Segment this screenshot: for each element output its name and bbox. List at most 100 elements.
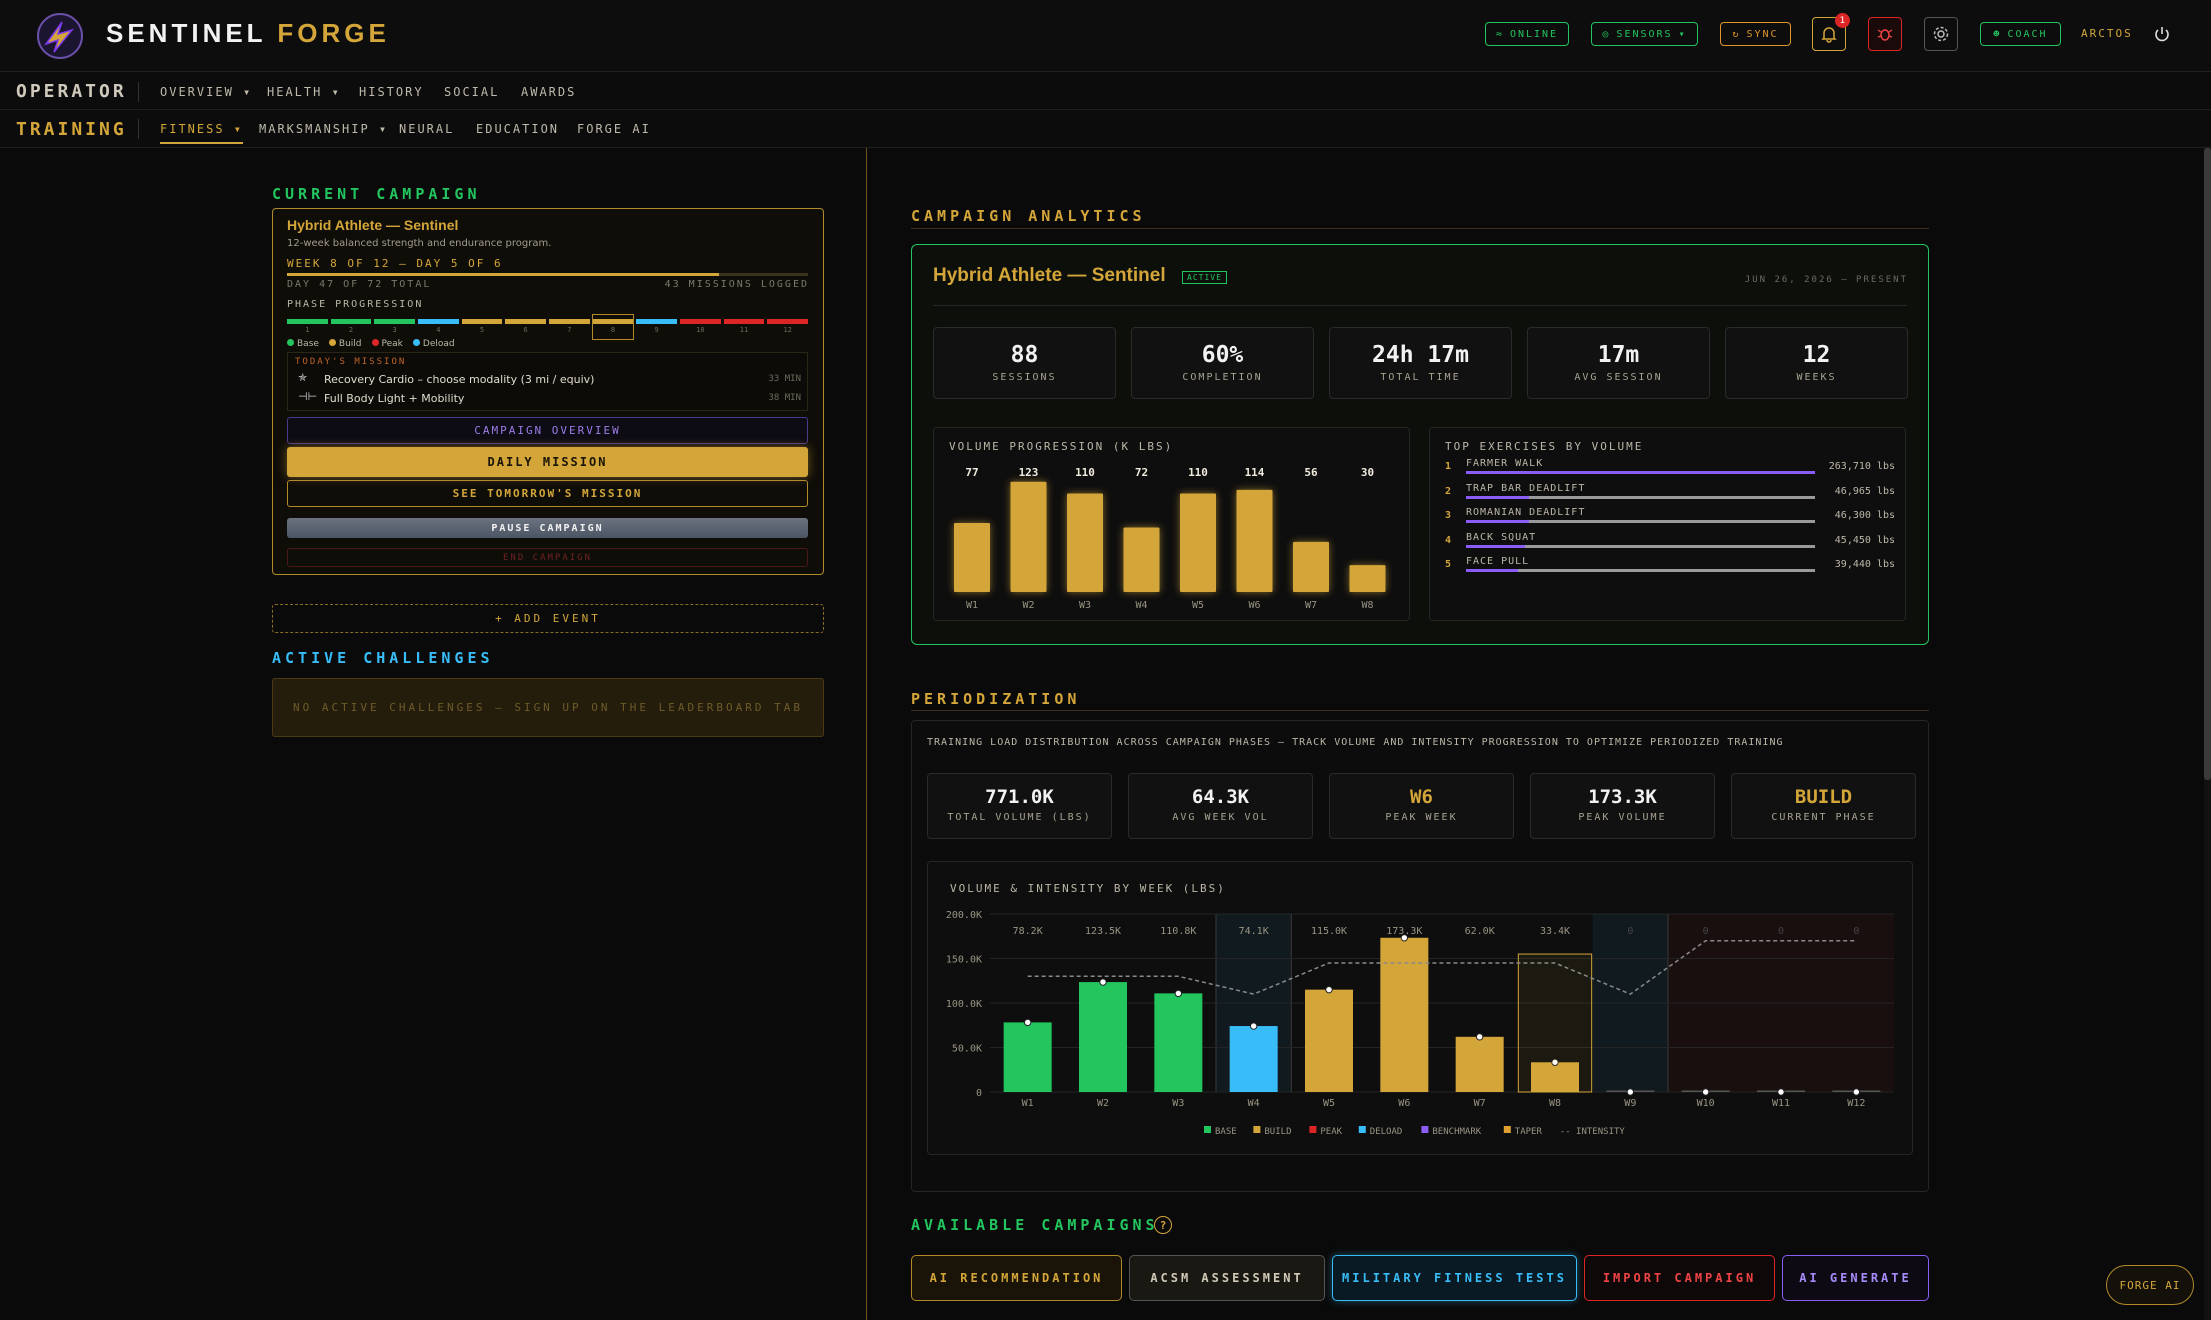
pause-campaign-button[interactable]: PAUSE CAMPAIGN — [287, 518, 808, 538]
exercise-row[interactable]: 2 TRAP BAR DEADLIFT 46,965 lbs — [1445, 483, 1895, 508]
phase-segment[interactable]: 2 — [330, 315, 372, 339]
settings-button[interactable] — [1924, 17, 1958, 51]
sensors-dropdown[interactable]: ◎ SENSORS ▾ — [1591, 22, 1698, 46]
phase-segment[interactable]: 11 — [723, 315, 765, 339]
forge-logo-icon[interactable] — [32, 10, 88, 62]
end-campaign-button[interactable]: END CAMPAIGN — [287, 548, 808, 567]
acsm-assessment-button[interactable]: ACSM ASSESSMENT — [1129, 1255, 1325, 1301]
legend-swatch — [1204, 1126, 1211, 1133]
phase-segment[interactable]: 4 — [418, 315, 459, 339]
volume-bar-value: 72 — [1135, 466, 1148, 479]
phase-segment[interactable]: 1 — [287, 315, 328, 339]
phase-week-number: 7 — [567, 326, 572, 334]
nav-overview[interactable]: OVERVIEW ▾ — [160, 85, 253, 99]
exercise-bar-track — [1466, 569, 1815, 572]
military-fitness-tests-button[interactable]: MILITARY FITNESS TESTS — [1332, 1255, 1577, 1301]
notification-badge: 1 — [1835, 13, 1850, 28]
x-tick-label: W3 — [1172, 1098, 1184, 1109]
heading-rule — [911, 228, 1929, 229]
phase-segment[interactable]: 10 — [680, 315, 721, 339]
volume-week-label: W5 — [1192, 600, 1204, 611]
stat-total-volume: 771.0K TOTAL VOLUME (LBS) — [927, 773, 1112, 839]
exercise-row[interactable]: 1 FARMER WALK 263,710 lbs — [1445, 458, 1895, 483]
legend-label: TAPER — [1515, 1127, 1543, 1137]
bar-value-label: 78.2K — [1013, 926, 1043, 937]
help-icon[interactable]: ? — [1154, 1216, 1172, 1234]
see-tomorrow-button[interactable]: SEE TOMORROW'S MISSION — [287, 480, 808, 507]
username[interactable]: ARCTOS — [2081, 27, 2133, 40]
volume-point — [1551, 1058, 1559, 1066]
mission-row[interactable]: ✯ Recovery Cardio – choose modality (3 m… — [296, 371, 801, 389]
nav-marksmanship[interactable]: MARKSMANSHIP ▾ — [259, 122, 389, 136]
legend-swatch — [1421, 1126, 1429, 1133]
exercise-volume: 46,300 lbs — [1834, 510, 1895, 521]
phase-segment[interactable]: 7 — [549, 315, 590, 339]
phase-segment[interactable]: 5 — [461, 315, 503, 339]
week-line: WEEK 8 OF 12 — DAY 5 OF 6 — [287, 257, 503, 270]
add-event-button[interactable]: + ADD EVENT — [272, 604, 824, 633]
missions-logged: 43 MISSIONS LOGGED — [664, 279, 809, 290]
legend-label: DELOAD — [1370, 1127, 1403, 1137]
exercise-rank: 2 — [1445, 485, 1452, 497]
mission-row[interactable]: ⊣⊢ Full Body Light + Mobility 38 MIN — [296, 390, 801, 408]
phase-progression-bar: 1 2 3 4 5 6 7 8 9 10 11 12 — [287, 314, 808, 340]
bar-value-label: 173.3K — [1386, 926, 1422, 937]
volume-point — [1174, 989, 1183, 998]
phase-segment-color — [287, 319, 328, 324]
alert-button[interactable] — [1868, 17, 1902, 51]
card-divider — [933, 305, 1907, 306]
sensor-icon: ◎ — [1602, 28, 1611, 40]
exercise-bar-fill — [1466, 495, 1529, 499]
volume-bar — [1180, 493, 1216, 592]
online-status[interactable]: ≈ ONLINE — [1485, 22, 1569, 46]
ai-generate-button[interactable]: AI GENERATE — [1782, 1255, 1929, 1301]
nav-health[interactable]: HEALTH ▾ — [267, 85, 341, 99]
nav-awards[interactable]: AWARDS — [521, 85, 577, 99]
phase-legend: Base Build Peak Deload — [287, 339, 455, 353]
brand-word-2: FORGE — [277, 18, 390, 48]
exercise-row[interactable]: 5 FACE PULL 39,440 lbs — [1445, 556, 1895, 581]
exercise-rank: 5 — [1445, 559, 1452, 570]
phase-segment[interactable]: 3 — [374, 315, 415, 339]
notifications-button[interactable]: 1 — [1812, 13, 1850, 51]
nav-fitness[interactable]: FITNESS ▾ — [160, 122, 244, 144]
column-divider — [866, 148, 867, 1320]
nav-divider — [138, 119, 139, 139]
volume-progression-panel: VOLUME PROGRESSION (K LBS) 77 W1 123 W2 110 W… — [933, 427, 1410, 621]
scrollbar[interactable] — [2204, 148, 2211, 1320]
scrollbar-thumb[interactable] — [2204, 148, 2211, 780]
volume-progression-chart: 77 W1 123 W2 110 W3 72 W4 110 W5 114 W6 56 W7 30 W8 — [954, 466, 1386, 611]
phase-segment[interactable]: 9 — [636, 315, 677, 339]
bell-icon — [1821, 27, 1837, 43]
nav-history[interactable]: HISTORY — [359, 85, 424, 99]
phase-segment[interactable]: 6 — [505, 315, 546, 339]
ai-recommendation-button[interactable]: AI RECOMMENDATION — [911, 1255, 1122, 1301]
bar-value-label: 0 — [1778, 926, 1784, 937]
exercise-row[interactable]: 4 BACK SQUAT 45,450 lbs — [1445, 532, 1895, 557]
daily-mission-button[interactable]: DAILY MISSION — [287, 447, 808, 477]
stat-peak-week: W6 PEAK WEEK — [1329, 773, 1514, 839]
exercise-row[interactable]: 3 ROMANIAN DEADLIFT 46,300 lbs — [1445, 507, 1895, 532]
phase-segment[interactable]: 12 — [767, 315, 808, 339]
phase-legend-item: Base — [287, 339, 319, 353]
nav-forge-ai[interactable]: FORGE AI — [577, 122, 651, 136]
sync-button[interactable]: ↻ SYNC — [1720, 22, 1791, 46]
campaign-overview-button[interactable]: CAMPAIGN OVERVIEW — [287, 417, 808, 444]
coach-button[interactable]: ☻ COACH — [1980, 22, 2061, 46]
legend-swatch — [1309, 1126, 1317, 1133]
exercise-name: ROMANIAN DEADLIFT — [1466, 507, 1586, 518]
exercise-bar-track — [1466, 495, 1815, 499]
power-icon[interactable] — [2153, 25, 2171, 43]
analytics-campaign-name: Hybrid Athlete — Sentinel — [933, 265, 1166, 286]
nav-neural[interactable]: NEURAL — [399, 122, 455, 136]
training-nav: TRAINING FITNESS ▾ MARKSMANSHIP ▾ NEURAL… — [0, 110, 2211, 148]
forge-ai-fab[interactable]: FORGE AI — [2106, 1265, 2194, 1305]
top-exercises-list: 1 FARMER WALK 263,710 lbs 2 TRAP BAR DEADLIF… — [1445, 458, 1895, 581]
import-campaign-button[interactable]: IMPORT CAMPAIGN — [1584, 1255, 1775, 1301]
nav-social[interactable]: SOCIAL — [444, 85, 500, 99]
x-tick-label: W11 — [1772, 1098, 1790, 1109]
phase-segment[interactable]: 8 — [591, 314, 635, 340]
nav-education[interactable]: EDUCATION — [476, 122, 560, 136]
phase-week-number: 5 — [479, 326, 485, 334]
y-tick-label: 50.0K — [952, 1044, 982, 1055]
